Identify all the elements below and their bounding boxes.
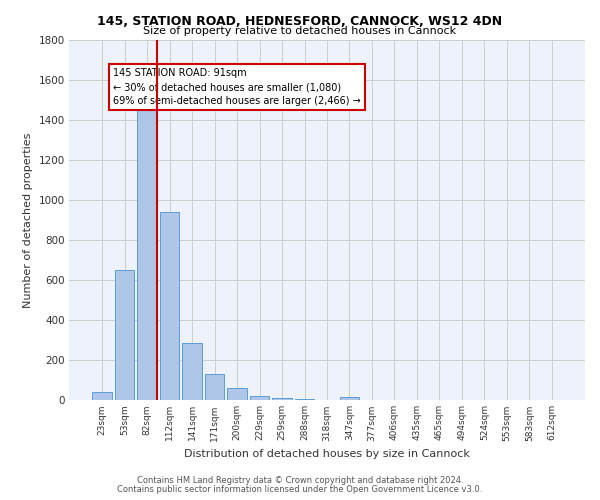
- Bar: [295, 399, 314, 400]
- Text: 145, STATION ROAD, HEDNESFORD, CANNOCK, WS12 4DN: 145, STATION ROAD, HEDNESFORD, CANNOCK, …: [97, 15, 503, 28]
- Bar: [182, 343, 202, 400]
- Text: Contains public sector information licensed under the Open Government Licence v3: Contains public sector information licen…: [118, 485, 482, 494]
- X-axis label: Distribution of detached houses by size in Cannock: Distribution of detached houses by size …: [184, 449, 470, 459]
- Bar: [160, 212, 179, 400]
- Bar: [250, 396, 269, 400]
- Text: Size of property relative to detached houses in Cannock: Size of property relative to detached ho…: [143, 26, 457, 36]
- Bar: [205, 374, 224, 400]
- Text: 145 STATION ROAD: 91sqm
← 30% of detached houses are smaller (1,080)
69% of semi: 145 STATION ROAD: 91sqm ← 30% of detache…: [113, 68, 361, 106]
- Bar: [92, 392, 112, 400]
- Bar: [272, 398, 292, 400]
- Bar: [137, 106, 157, 400]
- Y-axis label: Number of detached properties: Number of detached properties: [23, 132, 33, 308]
- Bar: [115, 270, 134, 400]
- Bar: [227, 388, 247, 400]
- Bar: [340, 397, 359, 400]
- Text: Contains HM Land Registry data © Crown copyright and database right 2024.: Contains HM Land Registry data © Crown c…: [137, 476, 463, 485]
